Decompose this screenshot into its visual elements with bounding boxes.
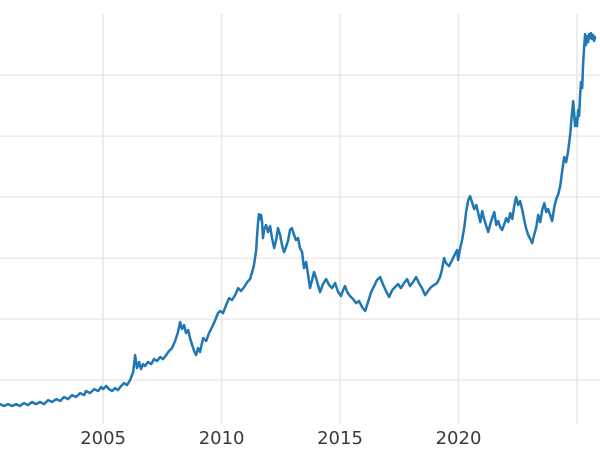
gridlines-group: [0, 14, 600, 424]
x-tick-label: 2020: [436, 428, 482, 449]
x-tick-label: 2015: [317, 428, 363, 449]
price-line-series: [0, 31, 597, 408]
x-tick-label: 2010: [199, 428, 245, 449]
x-tick-label: 2005: [80, 428, 126, 449]
x-tick-labels-group: 2005 2010 2015 2020: [80, 428, 481, 449]
series-group: [0, 31, 597, 408]
